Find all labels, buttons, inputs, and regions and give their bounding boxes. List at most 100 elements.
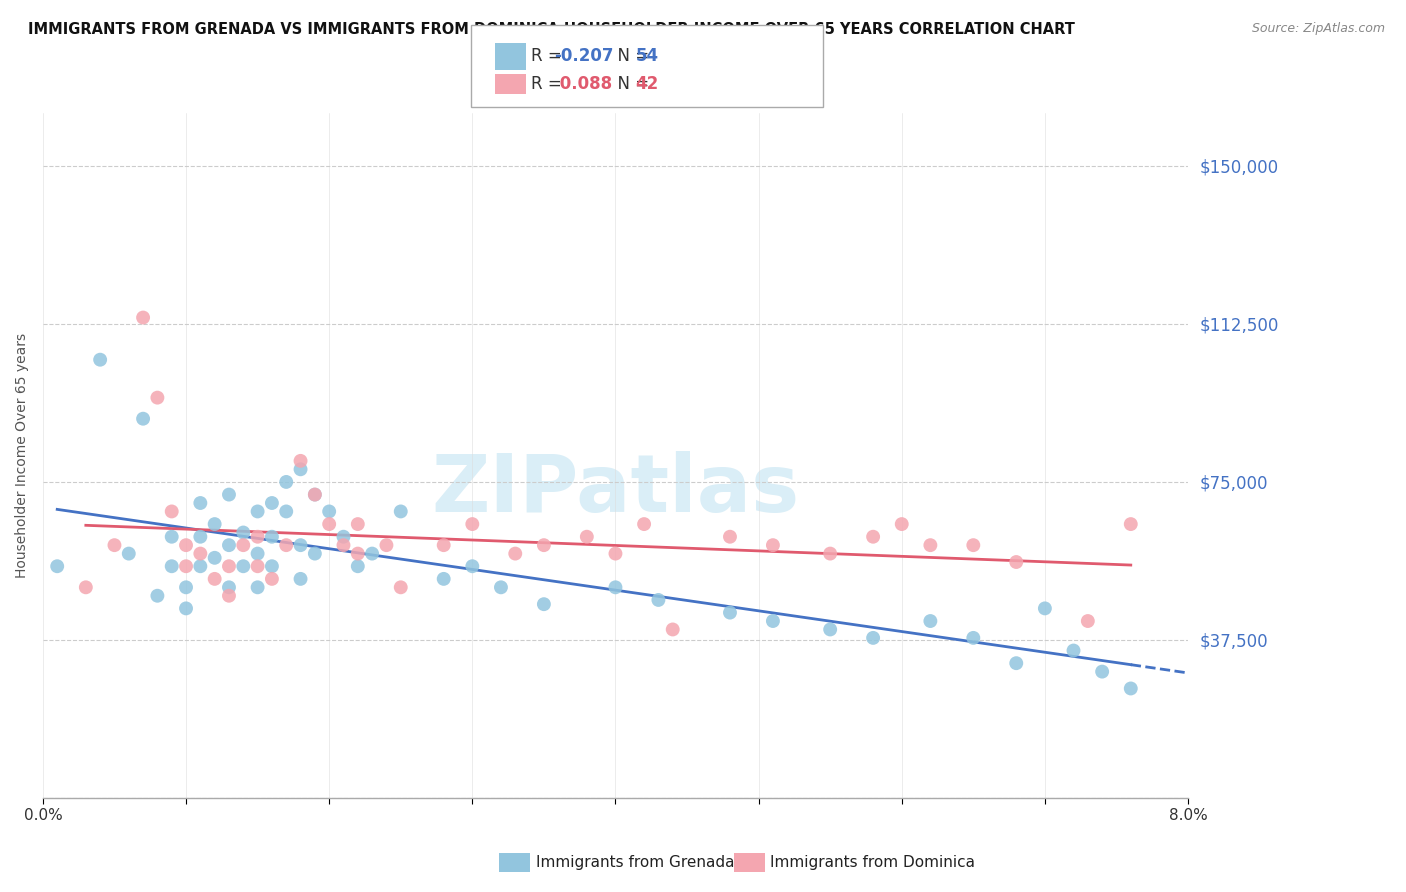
Text: Source: ZipAtlas.com: Source: ZipAtlas.com (1251, 22, 1385, 36)
Point (174, 601, 197, 615)
Point (1077, 614, 1099, 628)
Point (246, 504, 269, 518)
Point (218, 559, 240, 574)
Point (204, 550, 226, 565)
Point (461, 517, 484, 532)
Point (160, 504, 183, 518)
Point (389, 504, 412, 518)
Point (862, 530, 884, 544)
Point (218, 487, 240, 501)
Point (718, 530, 741, 544)
Point (375, 538, 398, 552)
Point (260, 572, 283, 586)
Point (276, 504, 298, 518)
Point (1005, 656, 1028, 670)
Point (533, 538, 555, 552)
Point (232, 559, 254, 574)
Point (1063, 643, 1085, 657)
Point (290, 454, 312, 468)
Point (332, 538, 354, 552)
Point (304, 487, 326, 501)
Point (361, 547, 384, 561)
Point (332, 530, 354, 544)
Point (75, 580, 97, 594)
Point (132, 411, 155, 425)
Point (232, 525, 254, 540)
Point (260, 559, 283, 574)
Point (304, 547, 326, 561)
Point (346, 517, 368, 532)
Point (461, 559, 484, 574)
Point (1119, 517, 1142, 532)
Point (346, 559, 368, 574)
Point (46, 559, 69, 574)
Point (246, 530, 269, 544)
Point (762, 538, 785, 552)
Point (290, 538, 312, 552)
Point (304, 487, 326, 501)
Point (174, 559, 197, 574)
Point (818, 623, 841, 637)
Point (1033, 601, 1056, 615)
Point (132, 310, 155, 325)
Point (1005, 555, 1028, 569)
Point (146, 589, 169, 603)
Text: Immigrants from Dominica: Immigrants from Dominica (770, 855, 976, 870)
Point (160, 559, 183, 574)
Point (605, 547, 627, 561)
Point (1119, 681, 1142, 696)
Point (647, 593, 669, 607)
Point (118, 547, 141, 561)
Point (276, 475, 298, 489)
Point (503, 547, 526, 561)
Point (890, 517, 912, 532)
Point (204, 572, 226, 586)
Point (174, 580, 197, 594)
Point (962, 538, 984, 552)
Point (318, 517, 340, 532)
Point (318, 504, 340, 518)
Point (260, 496, 283, 510)
Point (232, 538, 254, 552)
Point (160, 530, 183, 544)
Point (433, 538, 456, 552)
Point (146, 391, 169, 405)
Text: R =: R = (531, 47, 568, 65)
Text: 54: 54 (636, 47, 658, 65)
Point (174, 538, 197, 552)
Point (290, 572, 312, 586)
Point (762, 614, 785, 628)
Text: R =: R = (531, 75, 568, 93)
Point (605, 580, 627, 594)
Point (962, 631, 984, 645)
Text: IMMIGRANTS FROM GRENADA VS IMMIGRANTS FROM DOMINICA HOUSEHOLDER INCOME OVER 65 Y: IMMIGRANTS FROM GRENADA VS IMMIGRANTS FR… (28, 22, 1076, 37)
Text: N =: N = (607, 75, 655, 93)
Point (1091, 665, 1114, 679)
Point (575, 530, 598, 544)
Point (246, 580, 269, 594)
Point (204, 517, 226, 532)
Point (818, 547, 841, 561)
Text: Immigrants from Grenada: Immigrants from Grenada (536, 855, 734, 870)
Point (188, 530, 211, 544)
Point (633, 517, 655, 532)
Point (389, 580, 412, 594)
Point (218, 580, 240, 594)
Point (290, 462, 312, 476)
Point (920, 538, 942, 552)
Point (489, 580, 512, 594)
Y-axis label: Householder Income Over 65 years: Householder Income Over 65 years (15, 333, 30, 578)
Text: 42: 42 (636, 75, 659, 93)
Point (276, 538, 298, 552)
Point (862, 631, 884, 645)
Point (218, 589, 240, 603)
Point (433, 572, 456, 586)
Point (920, 614, 942, 628)
Text: N =: N = (607, 47, 655, 65)
Point (188, 496, 211, 510)
Point (533, 597, 555, 611)
Text: 0.088: 0.088 (554, 75, 612, 93)
Point (246, 559, 269, 574)
Point (218, 538, 240, 552)
Point (661, 623, 683, 637)
